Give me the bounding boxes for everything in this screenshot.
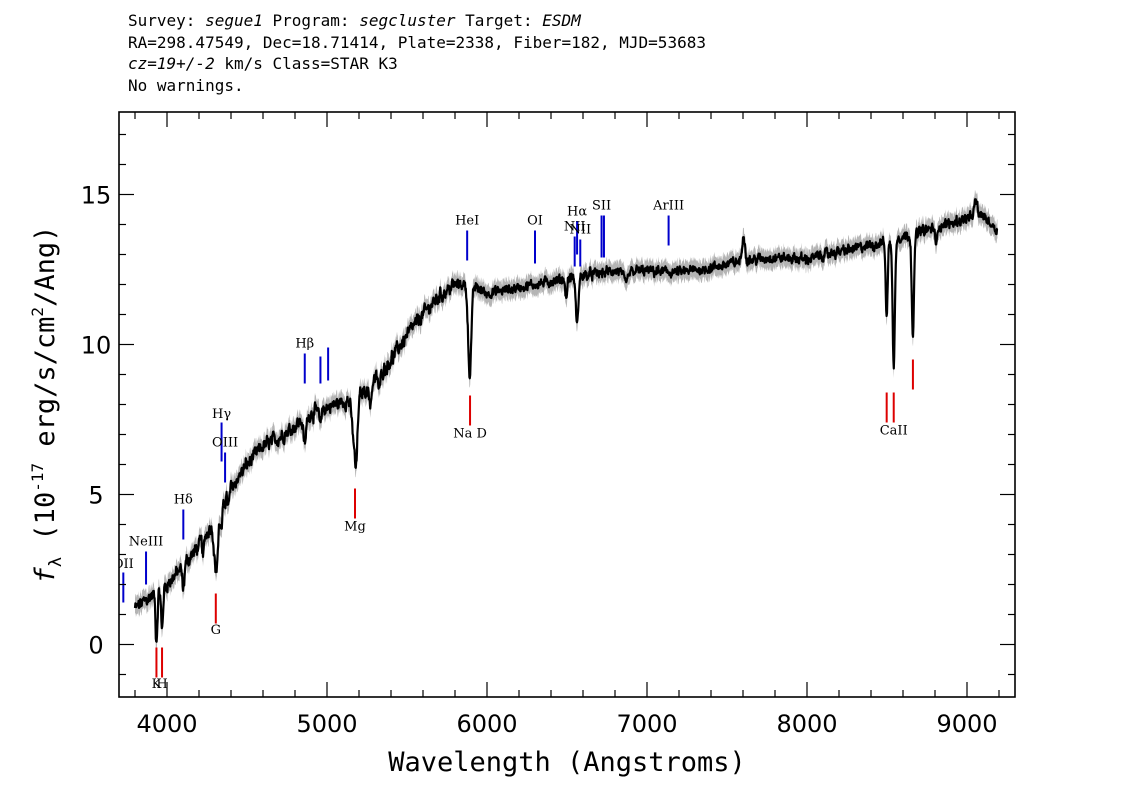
y-tick-label: 0 <box>88 632 103 660</box>
line-label-na-d: Na D <box>453 427 487 442</box>
line-label-hβ: Hβ <box>295 337 314 352</box>
survey-value: segue1 <box>205 11 263 30</box>
plot-frame <box>118 111 1016 698</box>
flux-line <box>133 198 999 643</box>
y-label-f: f <box>30 566 61 583</box>
x-tick-label: 8000 <box>776 710 837 738</box>
x-tick-label: 9000 <box>936 710 997 738</box>
line-label-g: G <box>211 623 221 638</box>
x-tick-label: 5000 <box>296 710 357 738</box>
header-line-redshift: cz=19+/-2 km/s Class=STAR K3 <box>128 53 706 75</box>
class-value: km/s Class=STAR K3 <box>214 54 398 73</box>
target-label: Target: <box>455 11 543 30</box>
y-label-mid: erg/s/cm <box>30 317 61 463</box>
y-label-exp2: 2 <box>28 307 47 317</box>
line-label-oii: OII <box>113 557 134 572</box>
line-label-ariii: ArIII <box>652 199 684 214</box>
y-axis-label: fλ (10-17 erg/s/cm2/Ang) <box>28 226 66 584</box>
line-label-nii: NII <box>564 220 586 235</box>
header-line-coordinates: RA=298.47549, Dec=18.71414, Plate=2338, … <box>128 32 706 52</box>
line-label-k: K <box>152 677 162 692</box>
line-label-nii: NII <box>569 223 591 238</box>
x-tick-label: 6000 <box>456 710 517 738</box>
program-label: Program: <box>262 11 360 30</box>
y-tick-label: 10 <box>81 332 112 360</box>
line-label-caii: CaII <box>880 424 908 439</box>
line-label-mg: Mg <box>344 520 366 535</box>
line-label-hei: HeI <box>455 214 479 229</box>
flux-error-area <box>135 189 998 652</box>
y-tick-label: 15 <box>81 182 112 210</box>
spectrum-header: Survey: segue1 Program: segcluster Targe… <box>128 10 706 96</box>
line-label-neiii: NeIII <box>129 535 163 550</box>
y-label-open: (10 <box>30 492 61 557</box>
line-label-hγ: Hγ <box>212 407 231 422</box>
header-line-survey: Survey: segue1 Program: segcluster Targe… <box>128 10 706 32</box>
x-tick-label: 4000 <box>136 710 197 738</box>
y-label-close: /Ang) <box>30 226 61 307</box>
y-label-lambda: λ <box>46 557 66 567</box>
axis-ticks <box>119 112 1015 697</box>
flux-error-band <box>135 189 998 652</box>
line-label-hα: Hα <box>567 205 587 220</box>
line-label-h: H <box>156 677 167 692</box>
line-label-oi: OI <box>527 214 543 229</box>
line-label-oiii: OIII <box>212 436 238 451</box>
redshift-value: cz=19+/-2 <box>128 54 215 73</box>
target-value: ESDM <box>542 11 581 30</box>
axis-tick-labels: 4000 5000 6000 7000 8000 9000 0 5 10 15 <box>81 182 998 739</box>
header-line-warnings: No warnings. <box>128 75 244 95</box>
line-label-sii: SII <box>592 199 611 214</box>
flux-series <box>133 198 999 643</box>
y-label-exp1: -17 <box>28 463 47 492</box>
x-tick-label: 7000 <box>616 710 677 738</box>
line-label-hδ: Hδ <box>174 493 193 508</box>
x-axis-label: Wavelength (Angstroms) <box>388 747 746 778</box>
survey-label: Survey: <box>128 11 206 30</box>
y-tick-label: 5 <box>88 482 103 510</box>
program-value: segcluster <box>359 11 456 30</box>
